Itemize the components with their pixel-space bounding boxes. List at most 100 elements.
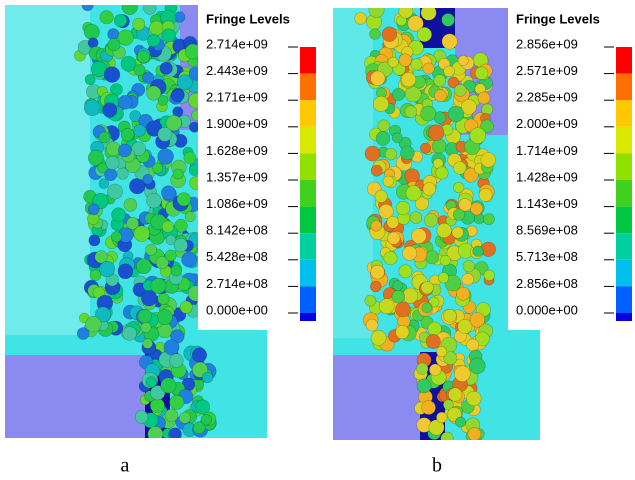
legend-swatch (300, 100, 316, 127)
particle (457, 55, 469, 66)
particle (436, 346, 448, 358)
particle (159, 61, 173, 75)
particle (136, 50, 151, 64)
particle (384, 147, 398, 161)
particle (120, 55, 137, 72)
particle (170, 265, 182, 277)
particle (436, 411, 448, 424)
particle (442, 399, 454, 411)
particle (453, 365, 471, 383)
particle (482, 213, 495, 226)
particle (137, 309, 152, 324)
particle (117, 29, 134, 46)
particle (402, 245, 418, 261)
particle (428, 296, 440, 308)
particle (457, 318, 473, 334)
particle (375, 131, 391, 146)
particle (378, 298, 395, 315)
legend-swatch (300, 206, 316, 234)
panel-b-scene (333, 8, 540, 440)
particle (364, 145, 381, 162)
particle (133, 225, 151, 242)
particle (474, 331, 490, 347)
legend-swatch (300, 233, 316, 260)
particle (429, 363, 442, 377)
particle (370, 164, 383, 177)
legend-swatch (616, 153, 632, 180)
particle (454, 84, 467, 97)
particle (472, 245, 484, 257)
particle (150, 385, 166, 401)
particle (149, 20, 165, 36)
particle (370, 220, 382, 232)
particle (354, 12, 367, 25)
particle (164, 408, 179, 423)
particle (421, 400, 436, 415)
particle (94, 250, 108, 264)
particle (387, 231, 401, 245)
particle (381, 26, 398, 42)
legend-label: 1.428e+09 (516, 169, 578, 184)
particle (409, 211, 423, 224)
legend-title: Fringe Levels (516, 11, 600, 26)
particle (174, 219, 188, 233)
legend-label: 0.000e+00 (206, 302, 268, 317)
particle (391, 132, 403, 144)
particle (192, 361, 209, 378)
particle (176, 74, 193, 91)
particle (386, 216, 400, 229)
block (5, 355, 145, 438)
particle (414, 196, 429, 211)
particle (483, 269, 495, 281)
particle (416, 378, 432, 394)
particle (383, 251, 398, 266)
particle (420, 142, 432, 154)
legend-label: 1.143e+09 (516, 196, 578, 211)
legend-label: 1.628e+09 (206, 143, 268, 158)
particle (116, 167, 129, 180)
particle (447, 105, 465, 123)
particle (164, 249, 177, 262)
legend-label: 2.171e+09 (206, 90, 268, 105)
particle (463, 167, 479, 183)
particle (171, 89, 185, 103)
particle (83, 23, 100, 40)
particle (396, 201, 411, 216)
particle (157, 126, 173, 142)
legend-swatch (616, 180, 632, 207)
legend-label: 5.713e+08 (516, 249, 578, 264)
particle (88, 149, 105, 166)
legend-swatch (300, 47, 316, 74)
particle (76, 327, 90, 340)
particle (120, 128, 135, 142)
particle (117, 94, 133, 110)
particle (468, 357, 486, 375)
particle (455, 416, 466, 428)
particle (416, 362, 429, 375)
particle (105, 155, 120, 170)
legend-swatch (616, 206, 632, 234)
particle (447, 76, 460, 89)
legend-box (508, 5, 634, 330)
particle (89, 269, 102, 281)
particle (391, 87, 405, 101)
legend-label: 2.714e+09 (206, 36, 268, 51)
particle (420, 8, 437, 21)
particle (448, 387, 463, 402)
particle (145, 243, 157, 256)
particle (405, 185, 422, 202)
legend: Fringe Levels 2.714e+09 2.443e+09 2.171e+0… (198, 5, 332, 330)
caption: b (432, 455, 442, 477)
particle (121, 5, 138, 15)
legend-swatch (616, 259, 632, 287)
legend-label: 1.714e+09 (516, 143, 578, 158)
particle (398, 53, 412, 67)
particle (435, 166, 449, 180)
legend-label: 1.357e+09 (206, 169, 268, 184)
particle (163, 339, 180, 356)
particle (398, 8, 414, 19)
particle (439, 254, 451, 266)
legend-swatch (616, 286, 632, 313)
legend-label: 8.142e+08 (206, 223, 268, 238)
particle (374, 189, 388, 203)
